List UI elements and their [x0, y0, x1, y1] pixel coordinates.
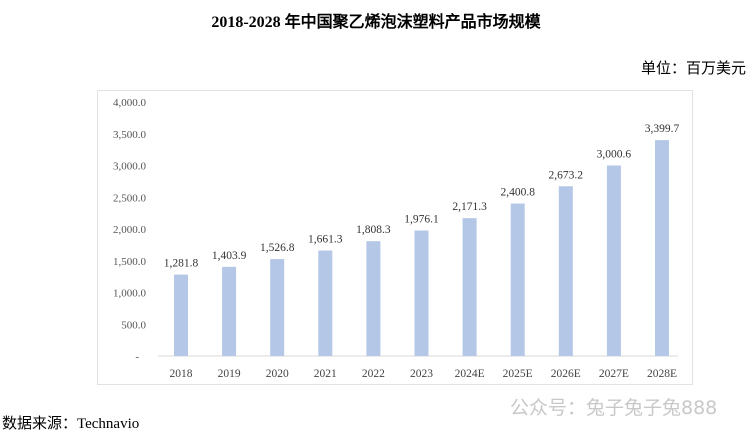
x-tick-label: 2026E: [551, 368, 581, 380]
y-tick-label: -: [135, 351, 139, 363]
bar: [655, 140, 669, 356]
y-tick-label: 2,500.0: [113, 192, 147, 204]
data-label: 1,403.9: [212, 250, 247, 262]
data-label: 2,400.8: [500, 187, 535, 199]
x-tick-label: 2019: [218, 368, 241, 380]
y-tick-label: 1,500.0: [113, 256, 147, 268]
bar: [270, 259, 285, 356]
x-tick-label: 2027E: [599, 368, 629, 380]
x-tick-label: 2021: [314, 368, 337, 380]
data-label: 3,000.6: [597, 148, 632, 160]
chart-title: 2018-2028 年中国聚乙烯泡沫塑料产品市场规模: [211, 14, 541, 31]
x-tick-label: 2022: [362, 368, 385, 380]
bar: [606, 165, 621, 356]
data-label: 1,281.8: [164, 258, 199, 270]
x-tick-label: 2023: [410, 368, 433, 380]
data-label: 1,976.1: [404, 214, 439, 226]
bar: [510, 203, 525, 356]
x-tick-label: 2024E: [455, 368, 485, 380]
watermark: 公众号：兔子兔子兔888: [510, 397, 718, 419]
y-tick-label: 3,500.0: [113, 129, 147, 141]
data-label: 2,673.2: [549, 169, 584, 181]
y-tick-label: 1,000.0: [113, 288, 147, 300]
bar: [366, 241, 381, 356]
y-tick-label: 3,000.0: [113, 161, 147, 173]
data-label: 1,526.8: [260, 242, 295, 254]
y-tick-label: 4,000.0: [113, 97, 147, 109]
y-tick-label: 500.0: [121, 319, 146, 331]
data-label: 1,661.3: [308, 234, 343, 246]
bar: [414, 230, 429, 356]
x-tick-label: 2018: [170, 368, 193, 380]
bar: [462, 218, 477, 356]
chart-frame: [97, 90, 693, 385]
bar: [222, 266, 237, 356]
bar: [174, 274, 188, 356]
data-label: 3,399.7: [645, 123, 680, 135]
y-tick-label: 2,000.0: [113, 224, 147, 236]
source-note: 数据来源：Technavio: [2, 416, 140, 432]
data-label: 1,808.3: [356, 224, 391, 236]
data-label: 2,171.3: [452, 201, 487, 213]
x-tick-label: 2020: [266, 368, 289, 380]
unit-label: 单位：百万美元: [640, 61, 746, 77]
x-tick-label: 2028E: [647, 368, 677, 380]
bar: [558, 186, 573, 356]
x-tick-label: 2025E: [503, 368, 533, 380]
bar: [318, 250, 333, 356]
